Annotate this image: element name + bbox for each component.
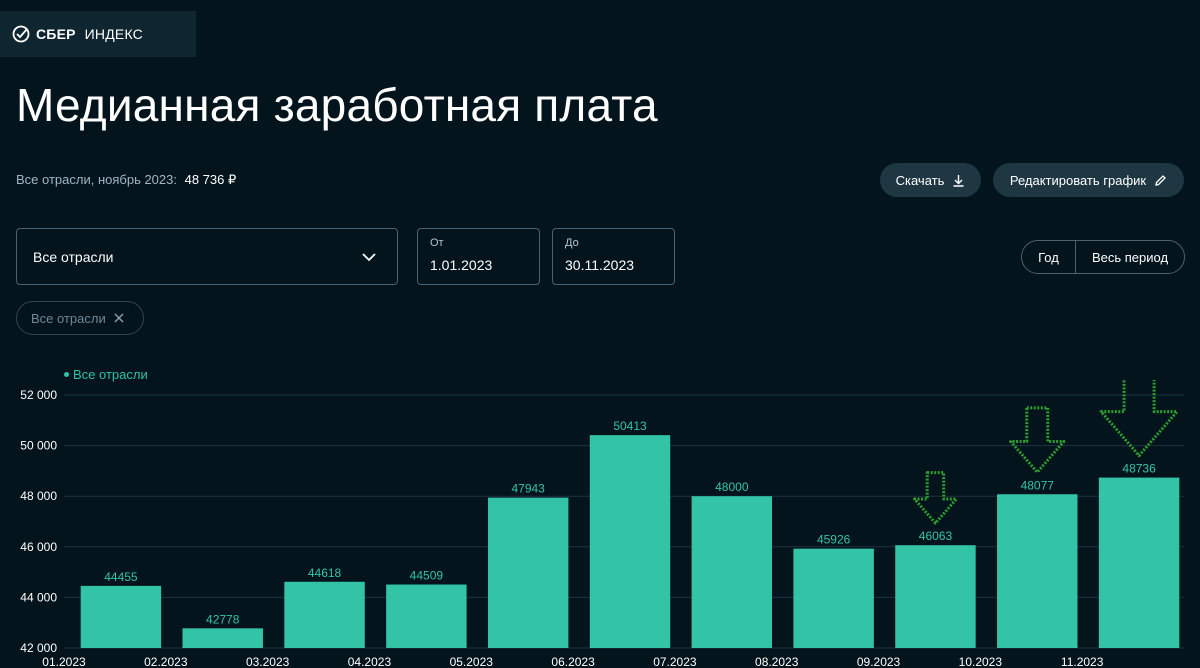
data-label: 48000 <box>715 480 749 494</box>
bar[interactable] <box>589 435 671 648</box>
data-label: 45926 <box>817 533 851 547</box>
bar[interactable] <box>997 494 1078 648</box>
chart-legend: Все отрасли <box>64 367 148 382</box>
edit-chart-button-label: Редактировать график <box>1009 172 1147 188</box>
legend-dot <box>64 372 69 377</box>
date-to-value: 30.11.2023 <box>565 257 635 273</box>
bar[interactable] <box>691 496 773 648</box>
bar[interactable] <box>1098 477 1180 648</box>
pencil-icon <box>1155 174 1167 186</box>
summary-label: Все отрасли, ноябрь 2023: <box>16 172 177 187</box>
date-from-value: 1.01.2023 <box>430 257 493 273</box>
bar[interactable] <box>284 581 365 648</box>
data-label: 44509 <box>410 569 444 583</box>
y-tick-label: 44 000 <box>20 590 57 604</box>
brand-name-thin: ИНДЕКС <box>84 26 143 42</box>
brand-name-bold: СБЕР <box>36 26 76 42</box>
down-arrow-icon <box>1099 380 1179 458</box>
y-tick-label: 52 000 <box>20 388 57 402</box>
y-tick-label: 46 000 <box>20 540 57 554</box>
data-label: 47943 <box>511 482 545 496</box>
filter-chip-label: Все отрасли <box>31 310 106 326</box>
download-icon <box>953 174 964 187</box>
legend-label: Все отрасли <box>73 367 148 382</box>
industry-select[interactable]: Все отрасли <box>16 228 398 285</box>
annotation-arrows <box>913 380 1179 525</box>
filter-chip: Все отрасли <box>16 301 144 335</box>
x-tick-label: 08.2023 <box>755 655 799 668</box>
period-year-button[interactable]: Год <box>1022 241 1076 273</box>
date-from-label: От <box>430 237 444 249</box>
sber-check-circle-icon <box>12 25 30 43</box>
data-label: 42778 <box>206 612 240 626</box>
y-tick-label: 42 000 <box>20 641 57 655</box>
bar[interactable] <box>895 545 976 648</box>
period-toggle: Год Весь период <box>1021 240 1185 274</box>
x-tick-label: 01.2023 <box>42 655 86 668</box>
edit-chart-button[interactable]: Редактировать график <box>993 163 1184 197</box>
data-label: 44455 <box>104 570 138 584</box>
down-arrow-icon <box>913 471 958 525</box>
x-tick-label: 10.2023 <box>959 655 1003 668</box>
industry-select-value: Все отрасли <box>33 248 114 265</box>
period-all-button[interactable]: Весь период <box>1091 249 1169 265</box>
data-label: 50413 <box>613 419 647 433</box>
brand-logo[interactable]: СБЕР ИНДЕКС <box>0 11 196 57</box>
data-label: 44618 <box>308 566 342 580</box>
x-tick-label: 11.2023 <box>1061 655 1104 668</box>
data-label: 46063 <box>919 529 953 543</box>
chevron-down-icon <box>362 252 376 261</box>
x-tick-label: 03.2023 <box>246 655 290 668</box>
bar[interactable] <box>182 628 263 648</box>
x-tick-label: 06.2023 <box>551 655 595 668</box>
download-button-label: Скачать <box>895 172 945 188</box>
x-tick-label: 09.2023 <box>857 655 901 668</box>
x-tick-label: 04.2023 <box>348 655 392 668</box>
y-tick-label: 48 000 <box>20 489 57 503</box>
x-tick-label: 05.2023 <box>450 655 494 668</box>
bars <box>80 435 1180 648</box>
data-label: 48736 <box>1122 462 1156 476</box>
date-to-label: До <box>565 237 579 249</box>
y-tick-label: 50 000 <box>20 439 57 453</box>
data-labels: 44455 42778 44618 44509 47943 50413 48000 45926… <box>104 419 1156 626</box>
bar[interactable] <box>487 497 569 648</box>
date-from-field[interactable]: От 1.01.2023 <box>417 228 540 285</box>
bar[interactable] <box>80 585 162 648</box>
bar-chart: 44455 42778 44618 44509 47943 50413 48000 45926… <box>20 380 1184 668</box>
bar[interactable] <box>386 584 467 648</box>
summary-line: Все отрасли, ноябрь 2023: 48 736 ₽ <box>16 172 236 188</box>
date-to-field[interactable]: До 30.11.2023 <box>552 228 675 285</box>
download-button[interactable]: Скачать <box>880 163 981 197</box>
axis-labels: 42 000 44 000 46 000 48 000 50 000 52 000 01.2… <box>20 388 1103 668</box>
x-tick-label: 02.2023 <box>144 655 188 668</box>
close-icon[interactable] <box>114 313 124 323</box>
down-arrow-icon <box>1009 406 1066 474</box>
data-label: 48077 <box>1021 478 1055 492</box>
page-title: Медианная заработная плата <box>16 79 658 131</box>
x-tick-label: 07.2023 <box>653 655 697 668</box>
summary-value: 48 736 ₽ <box>184 172 237 187</box>
bar[interactable] <box>793 548 874 648</box>
